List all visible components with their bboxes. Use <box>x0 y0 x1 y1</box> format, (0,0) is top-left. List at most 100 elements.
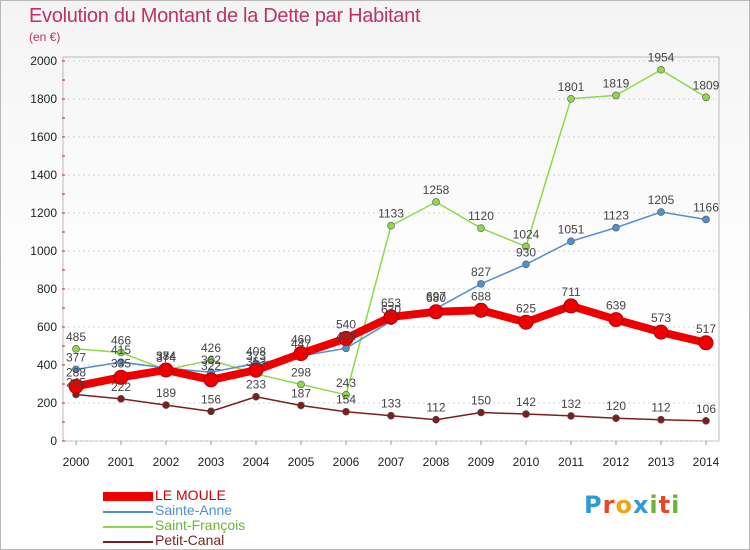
data-point <box>477 224 485 232</box>
data-point <box>297 401 305 410</box>
data-label: 120 <box>606 399 626 413</box>
brand-letter: o <box>615 491 633 519</box>
data-label: 150 <box>471 394 491 408</box>
data-point <box>117 348 125 357</box>
data-label: 625 <box>516 301 536 315</box>
data-label: 1258 <box>423 183 450 197</box>
x-tick-label: 2012 <box>603 455 630 469</box>
x-tick-label: 2010 <box>513 455 540 469</box>
data-label: 1166 <box>693 200 719 214</box>
data-label: 112 <box>426 401 445 415</box>
y-tick-label: 1400 <box>30 168 57 182</box>
data-point <box>207 407 215 416</box>
data-point <box>702 93 710 102</box>
data-label: 1819 <box>603 76 630 90</box>
y-tick-label: 1600 <box>30 130 57 144</box>
data-label: 697 <box>426 290 446 304</box>
data-point <box>72 345 80 353</box>
data-label: 187 <box>291 386 311 400</box>
data-point <box>612 414 620 423</box>
y-tick-label: 2000 <box>30 54 57 68</box>
legend-label: Sainte-Anne <box>155 502 233 518</box>
data-point <box>113 369 129 385</box>
data-label: 460 <box>291 333 311 347</box>
data-label: 630 <box>381 302 401 316</box>
data-label: 233 <box>246 378 266 392</box>
data-point <box>383 309 399 325</box>
data-point <box>387 221 395 230</box>
x-tick-label: 2000 <box>63 455 90 469</box>
data-label: 353 <box>246 355 266 369</box>
data-point <box>248 362 264 378</box>
data-label: 485 <box>66 330 86 344</box>
y-tick-label: 200 <box>37 396 57 410</box>
data-point <box>612 91 620 100</box>
data-label: 1954 <box>648 51 675 65</box>
data-point <box>252 392 260 401</box>
y-tick-label: 600 <box>37 320 57 334</box>
data-label: 653 <box>381 296 401 310</box>
x-tick-label: 2008 <box>423 455 450 469</box>
y-tick-label: 0 <box>50 434 57 448</box>
data-label: 466 <box>111 333 131 347</box>
data-label: 1801 <box>558 80 585 94</box>
data-label: 1051 <box>558 222 585 236</box>
data-point <box>698 335 714 351</box>
data-label: 573 <box>651 311 671 325</box>
data-point <box>428 304 444 320</box>
data-point <box>522 242 530 251</box>
x-tick-label: 2001 <box>108 455 135 469</box>
x-tick-label: 2009 <box>468 455 495 469</box>
data-label: 408 <box>246 344 266 358</box>
data-label: 1205 <box>648 193 675 207</box>
brand-letter: P <box>584 491 603 519</box>
data-label: 156 <box>201 392 221 406</box>
x-tick-label: 2003 <box>198 455 225 469</box>
x-tick-label: 2002 <box>153 455 180 469</box>
data-point <box>567 237 575 246</box>
legend-label: LE MOULE <box>155 487 226 503</box>
data-label: 222 <box>111 380 131 394</box>
data-label: 639 <box>606 299 626 313</box>
data-point <box>68 378 84 394</box>
data-point <box>567 412 575 420</box>
data-point <box>657 65 665 74</box>
data-label: 447 <box>291 337 311 351</box>
x-tick-label: 2005 <box>288 455 315 469</box>
legend-label: Saint-François <box>155 517 246 533</box>
data-point <box>207 356 215 364</box>
data-label: 1024 <box>513 227 540 241</box>
data-point <box>162 401 170 409</box>
data-point <box>297 380 305 389</box>
data-label: 142 <box>516 395 536 409</box>
data-point <box>432 415 440 424</box>
data-label: 377 <box>66 350 86 364</box>
data-point <box>522 260 530 269</box>
data-label: 930 <box>516 245 536 259</box>
data-label: 374 <box>156 351 176 365</box>
data-label: 362 <box>201 353 221 367</box>
data-label: 189 <box>156 386 176 400</box>
data-label: 335 <box>111 356 131 370</box>
legend-label: Petit-Canal <box>155 532 225 548</box>
data-label: 488 <box>336 329 356 343</box>
chart-title: Evolution du Montant de la Dette par Hab… <box>29 5 421 27</box>
brand-letter: t <box>658 491 672 519</box>
data-point <box>657 415 665 424</box>
data-label: 1123 <box>603 209 629 223</box>
data-point <box>702 417 710 425</box>
legend-swatch-saint-francois <box>103 526 153 528</box>
data-point <box>117 395 125 403</box>
data-point <box>657 208 665 216</box>
data-point <box>473 302 489 318</box>
brand-letter: r <box>602 491 616 519</box>
x-tick-label: 2006 <box>333 455 360 469</box>
data-label: 1133 <box>378 207 404 221</box>
series-line-saint-fran-ois <box>75 68 707 396</box>
y-tick-label: 400 <box>37 358 57 372</box>
data-label: 154 <box>336 393 356 407</box>
data-label: 112 <box>651 401 670 415</box>
legend-swatch-petit-canal <box>103 541 153 543</box>
data-point <box>563 298 579 314</box>
data-label: 1809 <box>693 78 720 92</box>
